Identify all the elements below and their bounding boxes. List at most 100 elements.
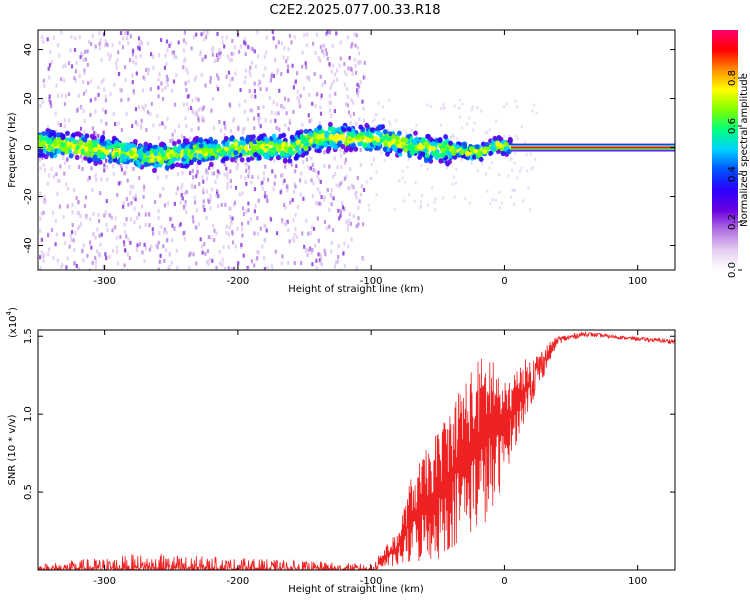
spectrogram-noise-cell [225, 231, 228, 235]
spectrogram-noise-cell [313, 72, 316, 76]
spectrogram-noise-cell [158, 122, 161, 127]
spectrogram-noise-cell [47, 66, 50, 71]
spectrogram-noise-cell [426, 203, 430, 207]
spectrogram-noise-cell [140, 118, 143, 123]
spectrogram-band-cell [158, 142, 164, 148]
spectrogram-noise-cell [81, 248, 84, 253]
spectrogram-noise-cell [452, 135, 455, 139]
snr-y-tick-label: 1.5 [23, 328, 34, 344]
spectrogram-noise-cell [398, 179, 401, 183]
spectrogram-noise-cell [196, 112, 199, 117]
spectrogram-noise-cell [181, 182, 184, 187]
snr-x-tick-label: -100 [360, 576, 383, 587]
spectrogram-noise-cell [199, 50, 202, 55]
spectrogram-noise-cell [114, 225, 117, 230]
spectrogram-noise-cell [347, 222, 350, 227]
spectrogram-noise-cell [145, 67, 148, 72]
spectrogram-noise-cell [261, 180, 264, 185]
spectrogram-noise-cell [470, 108, 473, 112]
spectrogram-noise-cell [272, 74, 275, 79]
spectrogram-noise-cell [157, 77, 160, 82]
spectrogram-noise-cell [312, 226, 316, 231]
spectrogram-noise-cell [180, 192, 183, 197]
spectrogram-noise-cell [218, 119, 221, 124]
spectrogram-noise-cell [176, 265, 179, 270]
spectrogram-noise-cell [319, 201, 322, 206]
spectrogram-noise-cell [184, 202, 187, 207]
spectrogram-noise-cell [95, 259, 98, 264]
spectrogram-noise-cell [144, 246, 148, 251]
spectrogram-noise-cell [388, 99, 391, 102]
spectrogram-band-cell [152, 167, 157, 174]
spectrogram-noise-cell [451, 182, 454, 186]
spectrogram-noise-cell [117, 181, 120, 186]
spectrogram-noise-cell [89, 98, 92, 103]
spectrogram-band-cell [490, 145, 496, 152]
spectrogram-noise-cell [456, 137, 459, 141]
spectrogram-band-cell [383, 129, 388, 135]
spectrogram-band-cell [184, 138, 190, 144]
spectrogram-noise-cell [159, 253, 162, 258]
spectrogram-noise-cell [74, 261, 77, 266]
spectrogram-noise-cell [41, 100, 44, 105]
spectrogram-noise-cell [328, 164, 331, 169]
spectrogram-band-cell [277, 139, 283, 145]
spectrogram-noise-cell [488, 128, 491, 132]
spectrogram-noise-cell [213, 238, 216, 243]
spectrogram-noise-cell [70, 34, 73, 39]
spectrogram-noise-cell [218, 52, 221, 57]
spectrogram-noise-cell [137, 45, 140, 50]
spectrogram-noise-cell [43, 83, 46, 88]
spectrogram-noise-cell [259, 226, 262, 231]
spectrogram-band-cell [56, 148, 62, 154]
spectrogram-noise-cell [243, 80, 246, 85]
spectrogram-noise-cell [200, 73, 203, 77]
spectrogram-noise-cell [439, 107, 442, 111]
spectrogram-noise-cell [302, 86, 305, 91]
spectrogram-noise-cell [278, 88, 281, 93]
spectrogram-noise-cell [152, 123, 155, 128]
spectrogram-noise-cell [353, 32, 356, 37]
spectrogram-noise-cell [173, 54, 176, 59]
spectrogram-noise-cell [112, 249, 115, 254]
spectrogram-noise-cell [112, 112, 115, 117]
snr-y-tick-label: 0.5 [23, 484, 34, 500]
spectrogram-noise-cell [156, 175, 160, 180]
spectrogram-noise-cell [116, 261, 119, 266]
spectrogram-noise-cell [139, 53, 142, 58]
spectrogram-noise-cell [250, 60, 253, 65]
spectrogram-band-cell [289, 134, 295, 140]
spectrogram-noise-cell [63, 78, 66, 83]
spectrogram-noise-cell [243, 37, 246, 42]
spectrogram-noise-cell [143, 76, 146, 81]
spectrogram-noise-cell [183, 237, 186, 241]
spectrogram-noise-cell [195, 96, 198, 101]
spectrogram-band-cell [176, 149, 181, 155]
spectrogram-band-cell [264, 138, 270, 144]
spectrogram-noise-cell [224, 202, 227, 207]
spectrogram-noise-cell [286, 188, 289, 193]
spectrogram-band-cell [319, 128, 325, 134]
spectrogram-noise-cell [129, 184, 132, 189]
spectrogram-noise-cell [62, 232, 65, 237]
spectrogram-noise-cell [56, 178, 60, 183]
spectrogram-noise-cell [254, 203, 257, 208]
spectrogram-noise-cell [279, 190, 282, 195]
spectrogram-noise-cell [187, 79, 190, 84]
spectrogram-band-cell [127, 144, 132, 151]
spectrogram-noise-cell [87, 81, 90, 85]
spectrogram-noise-cell [196, 164, 199, 169]
spectrogram-noise-cell [207, 235, 210, 240]
spectrogram-noise-cell [498, 206, 501, 209]
spectrogram-noise-cell [156, 113, 159, 118]
spectrogram-noise-cell [69, 233, 72, 238]
spectrogram-noise-cell [97, 85, 100, 90]
spectrogram-band-cell [506, 149, 512, 155]
spectrogram-noise-cell [102, 130, 105, 135]
spectrogram-noise-cell [346, 103, 349, 108]
spectrogram-band-cell [308, 138, 314, 144]
spectrogram-noise-cell [294, 227, 297, 232]
spectrogram-noise-cell [503, 134, 506, 138]
spectrogram-noise-cell [58, 204, 61, 209]
spectrogram-noise-cell [264, 224, 267, 229]
